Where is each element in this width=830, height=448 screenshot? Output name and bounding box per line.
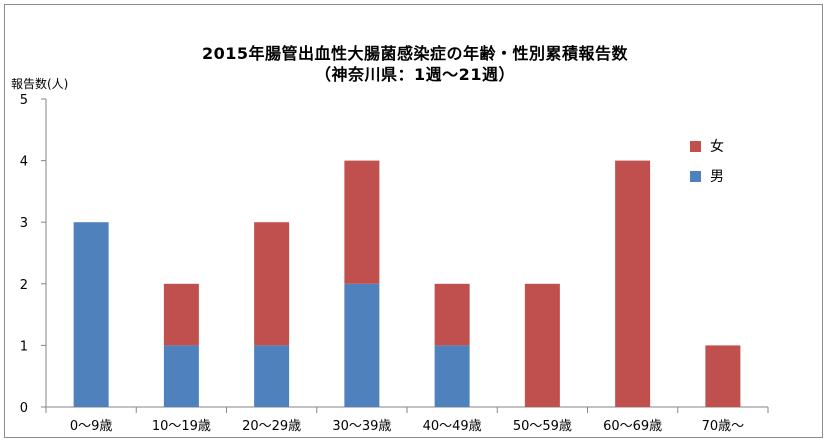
chart-frame <box>4 4 823 438</box>
y-tick-label: 5 <box>20 93 28 108</box>
legend-swatch-male <box>690 170 701 182</box>
x-tick-label: 20〜29歳 <box>242 419 301 434</box>
chart-subtitle: （神奈川県：1週〜21週） <box>315 65 515 84</box>
y-tick-label: 3 <box>20 216 28 231</box>
x-tick-label: 10〜19歳 <box>152 419 211 434</box>
x-tick-label: 0〜9歳 <box>70 419 113 434</box>
x-tick-label: 50〜59歳 <box>513 419 572 434</box>
chart-title: 2015年腸管出血性大腸菌感染症の年齢・性別累積報告数 <box>201 44 629 63</box>
bar-male <box>163 345 199 407</box>
bar-female <box>163 283 199 346</box>
y-tick-label: 1 <box>20 339 28 354</box>
bar-female <box>254 222 290 346</box>
x-tick-label: 60〜69歳 <box>603 419 662 434</box>
bar-male <box>73 222 109 407</box>
bar-female <box>524 283 560 407</box>
legend-item-female: 女 <box>690 136 724 156</box>
bar-male <box>434 345 470 407</box>
legend-label-female: 女 <box>710 139 724 155</box>
bar-female <box>705 345 741 407</box>
legend-item-male: 男 <box>690 166 724 186</box>
y-tick-label: 0 <box>20 401 28 416</box>
x-tick-label: 40〜49歳 <box>423 419 482 434</box>
bar-female <box>434 283 470 346</box>
x-tick-label: 70歳〜 <box>702 419 745 434</box>
bar-male <box>344 283 380 407</box>
y-tick-label: 2 <box>20 278 28 293</box>
y-axis-label: 報告数(人) <box>11 77 69 91</box>
y-tick-label: 4 <box>20 155 28 170</box>
legend-label-male: 男 <box>710 169 724 185</box>
bar-female <box>615 160 651 407</box>
bar-female <box>344 160 380 284</box>
legend-swatch-female <box>690 140 701 152</box>
x-tick-label: 30〜39歳 <box>332 419 391 434</box>
bar-male <box>254 345 290 407</box>
